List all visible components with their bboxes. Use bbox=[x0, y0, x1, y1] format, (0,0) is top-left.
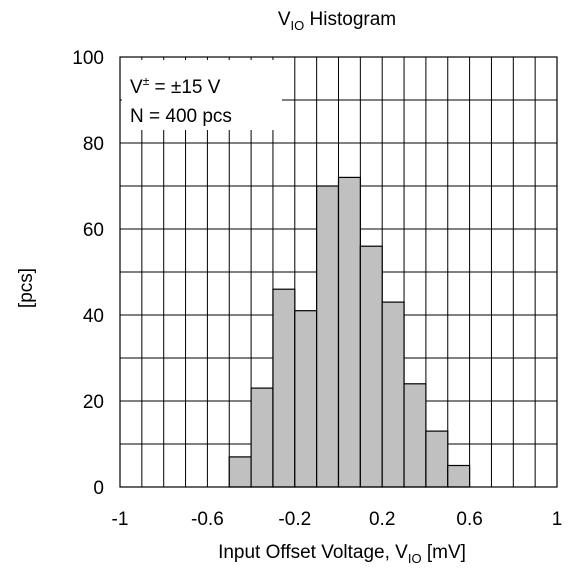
y-tick-label: 100 bbox=[72, 48, 104, 69]
x-tick-label: 1 bbox=[552, 509, 563, 530]
histogram-bars bbox=[228, 176, 471, 488]
histogram-bar bbox=[337, 176, 361, 488]
x-axis-label: Input Offset Voltage, VIO [mV] bbox=[218, 542, 466, 566]
histogram-bar bbox=[294, 310, 318, 488]
y-tick-label: 60 bbox=[83, 220, 104, 241]
histogram-bar bbox=[316, 185, 340, 488]
x-tick-label: 0.6 bbox=[456, 509, 482, 530]
annotation-line-2: N = 400 pcs bbox=[130, 106, 232, 127]
chart-title: VIO Histogram bbox=[278, 9, 396, 33]
histogram-bar bbox=[425, 430, 449, 488]
x-tick-labels: -1 -0.6 -0.2 0.2 0.6 1 bbox=[112, 509, 563, 530]
x-tick-label: -0.6 bbox=[191, 509, 224, 530]
histogram-bar bbox=[359, 245, 383, 488]
x-tick-label: -0.2 bbox=[278, 509, 311, 530]
annotation-box bbox=[122, 60, 282, 130]
histogram-bar bbox=[403, 383, 427, 488]
y-tick-label: 20 bbox=[83, 392, 104, 413]
histogram-bar bbox=[447, 464, 471, 488]
y-tick-labels: 0 20 40 60 80 100 bbox=[72, 48, 104, 499]
histogram-bar bbox=[228, 456, 252, 488]
annotation-line-1: V± = ±15 V bbox=[130, 74, 221, 98]
histogram-bar bbox=[272, 288, 296, 488]
plot-frame bbox=[119, 56, 558, 488]
y-tick-label: 40 bbox=[83, 306, 104, 327]
histogram-bar bbox=[381, 301, 405, 488]
histogram-bar bbox=[250, 387, 274, 488]
x-tick-label: -1 bbox=[112, 509, 129, 530]
y-tick-label: 0 bbox=[93, 478, 104, 499]
y-tick-label: 80 bbox=[83, 134, 104, 155]
y-axis-label: [pcs] bbox=[16, 268, 37, 308]
x-tick-label: 0.2 bbox=[369, 509, 395, 530]
